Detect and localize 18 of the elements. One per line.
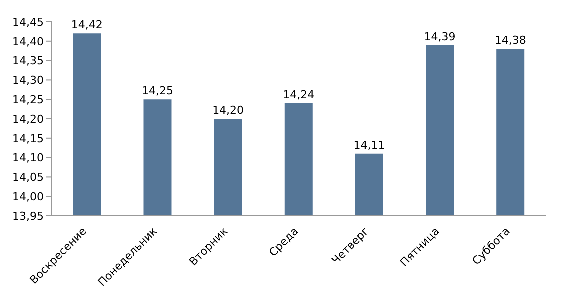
- data-label: 14,11: [354, 138, 386, 152]
- data-label: 14,25: [142, 84, 174, 98]
- y-tick-label: 14,10: [12, 152, 44, 165]
- y-tick-label: 14,20: [12, 112, 44, 126]
- y-tick-label: 14,30: [12, 74, 44, 88]
- data-label: 14,24: [283, 88, 315, 102]
- data-label: 14,39: [424, 30, 456, 44]
- y-tick-label: 14,45: [12, 16, 44, 29]
- y-tick-label: 14,05: [12, 171, 44, 184]
- y-tick-label: 13,95: [12, 210, 44, 223]
- y-tick-label: 14,25: [12, 94, 44, 107]
- y-tick-label: 14,15: [12, 132, 44, 146]
- y-tick-label: 14,00: [12, 190, 44, 204]
- data-label: 14,42: [71, 18, 103, 32]
- y-tick-label: 14,35: [12, 54, 44, 68]
- data-label: 14,20: [212, 104, 244, 117]
- data-label: 14,38: [494, 34, 526, 48]
- y-tick-label: 14,40: [12, 35, 44, 48]
